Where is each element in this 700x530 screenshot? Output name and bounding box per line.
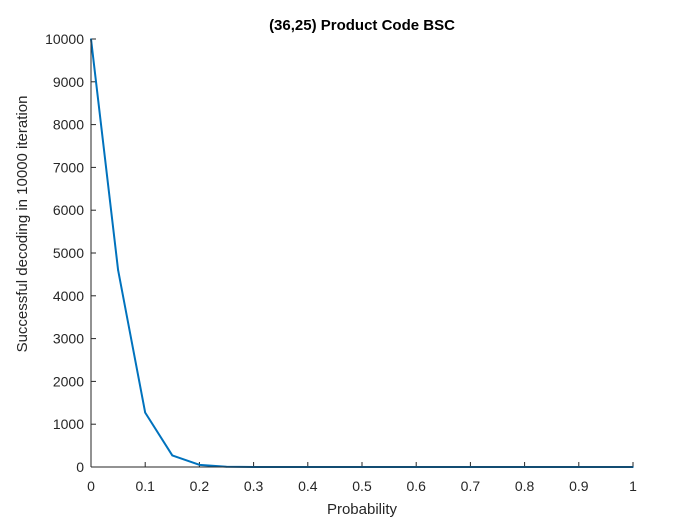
data-point xyxy=(117,269,119,271)
x-tick-label: 0.1 xyxy=(135,478,155,494)
data-point xyxy=(144,411,146,414)
y-tick-label: 7000 xyxy=(53,159,84,175)
y-tick-label: 5000 xyxy=(53,245,84,261)
y-tick-label: 1000 xyxy=(53,416,84,432)
x-tick-label: 0.7 xyxy=(461,478,481,494)
x-tick-label: 0 xyxy=(87,478,95,494)
y-tick-label: 9000 xyxy=(53,74,84,90)
x-tick-label: 0.9 xyxy=(569,478,589,494)
x-tick-label: 0.5 xyxy=(352,478,372,494)
y-tick-label: 3000 xyxy=(53,331,84,347)
y-tick-label: 10000 xyxy=(45,31,84,47)
x-tick-label: 0.8 xyxy=(515,478,535,494)
data-point xyxy=(171,454,174,457)
y-tick-label: 2000 xyxy=(53,373,84,389)
y-tick-label: 6000 xyxy=(53,202,84,218)
y-tick-label: 0 xyxy=(76,459,84,475)
data-point xyxy=(198,464,201,466)
y-tick-label: 4000 xyxy=(53,288,84,304)
x-tick-label: 0.4 xyxy=(298,478,318,494)
x-tick-label: 1 xyxy=(629,478,637,494)
x-tick-label: 0.3 xyxy=(244,478,264,494)
x-axis-label: Probability xyxy=(327,501,398,518)
plot-area xyxy=(90,38,634,468)
y-axis-label: Successful decoding in 10000 iteration xyxy=(14,96,31,353)
y-tick-label: 8000 xyxy=(53,117,84,133)
y-axis-ticks: 0 1000 2000 3000 4000 5000 6000 7000 8000 9000 100… xyxy=(45,31,96,475)
x-axis-ticks: 0 0.1 0.2 0.3 0.4 0.5 0.6 0.7 0.8 0.9 1 xyxy=(87,462,637,494)
series-line xyxy=(90,38,633,468)
x-tick-label: 0.2 xyxy=(190,478,210,494)
chart-title: (36,25) Product Code BSC xyxy=(269,17,455,34)
x-tick-label: 0.6 xyxy=(406,478,426,494)
